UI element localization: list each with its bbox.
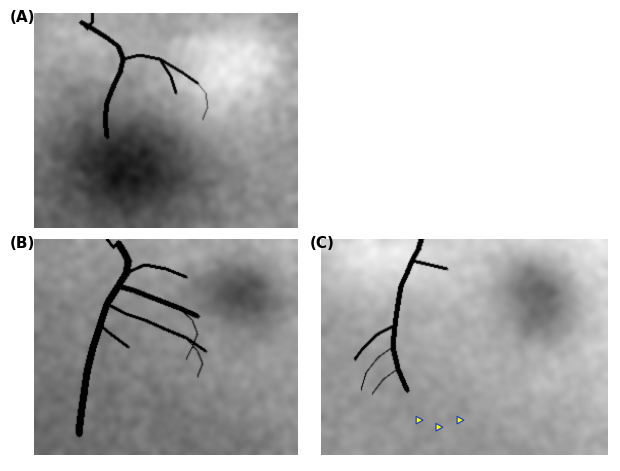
Text: (A): (A) <box>9 10 35 25</box>
Text: (C): (C) <box>310 236 335 252</box>
Text: (B): (B) <box>9 236 35 252</box>
